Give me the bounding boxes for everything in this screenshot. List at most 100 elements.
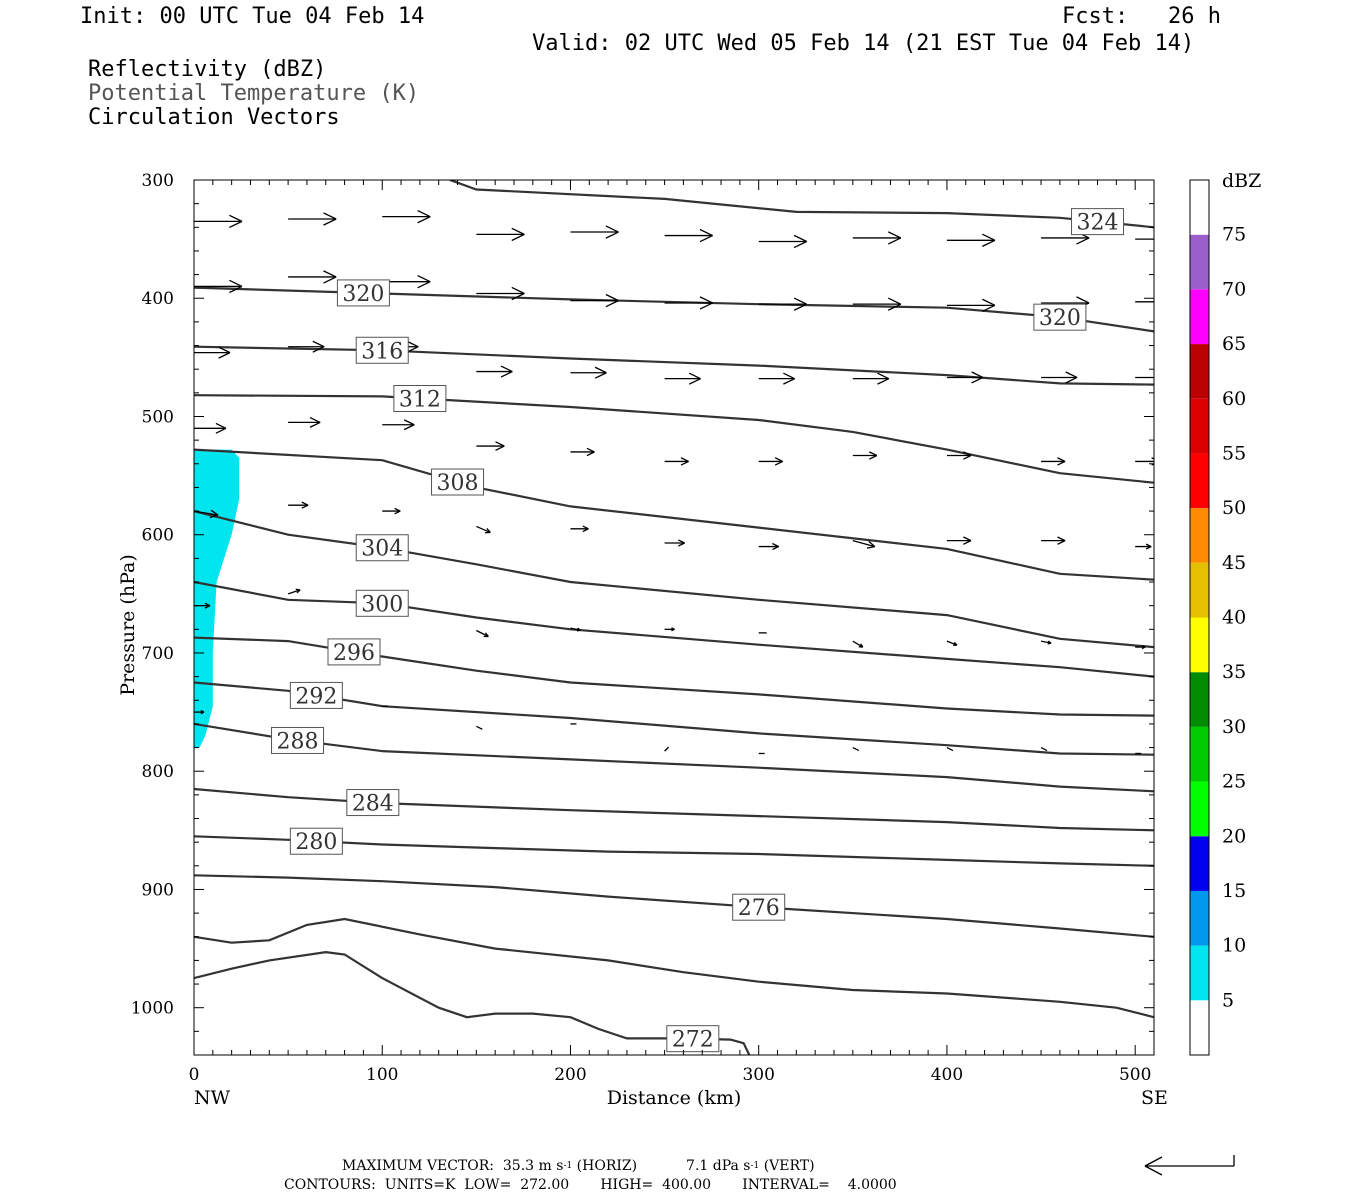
reference-vector bbox=[1144, 1155, 1235, 1176]
x-tick-label: 200 bbox=[554, 1065, 586, 1085]
isentrope-label-layer: 324 320 320 316 312 308 304 300 296 292 288 284 280 2… bbox=[271, 208, 1125, 1053]
colorbar-label: 40 bbox=[1222, 607, 1246, 629]
max-vector-label: MAXIMUM VECTOR: bbox=[342, 1158, 494, 1174]
isentrope-label-296: 296 bbox=[327, 638, 381, 666]
x-end-label-se: SE bbox=[1141, 1087, 1168, 1109]
isentrope-272 bbox=[194, 950, 751, 1055]
y-tick-label: 300 bbox=[142, 171, 174, 191]
field-potential-temperature: Potential Temperature (K) bbox=[88, 81, 420, 106]
x-tick-label: 100 bbox=[366, 1065, 398, 1085]
colorbar-frame bbox=[1189, 179, 1210, 1056]
circulation-vector bbox=[1135, 457, 1154, 466]
y-axis-label: Pressure (hPa) bbox=[117, 554, 139, 696]
colorbar-label: 65 bbox=[1222, 333, 1246, 355]
circulation-vector bbox=[664, 457, 689, 466]
circulation-vector bbox=[570, 293, 619, 308]
y-tick-label: 900 bbox=[142, 880, 174, 900]
colorbar: 5 10 15 20 25 30 35 40 45 50 55 60 65 70 75 bbox=[1189, 179, 1246, 1056]
circulation-vector bbox=[382, 419, 415, 431]
colorbar-label: 20 bbox=[1222, 825, 1246, 847]
circulation-vector bbox=[852, 746, 860, 752]
circulation-vector bbox=[382, 507, 401, 515]
circulation-vector bbox=[194, 279, 243, 294]
svg-text:304: 304 bbox=[361, 537, 403, 562]
valid-time: Valid: 02 UTC Wed 05 Feb 14 (21 EST Tue … bbox=[532, 31, 1195, 56]
circulation-vector bbox=[570, 525, 589, 533]
svg-text:284: 284 bbox=[352, 792, 394, 817]
isentrope-288 bbox=[194, 722, 1154, 793]
circulation-vector bbox=[382, 209, 431, 224]
circulation-vector bbox=[852, 297, 902, 311]
circulation-vector bbox=[476, 286, 525, 301]
colorbar-segment bbox=[1190, 180, 1209, 235]
max-vector-horiz: 35.3 m s bbox=[502, 1158, 564, 1174]
circulation-vector bbox=[570, 447, 595, 457]
circulation-vector bbox=[946, 746, 954, 752]
circulation-vector bbox=[758, 297, 807, 311]
circulation-vector bbox=[852, 540, 876, 549]
colorbar-label: 5 bbox=[1222, 989, 1234, 1011]
isentrope-label-312: 312 bbox=[393, 385, 447, 413]
y-tick-label: 700 bbox=[142, 644, 174, 664]
colorbar-label: 70 bbox=[1222, 278, 1246, 300]
reflectivity-fill bbox=[194, 449, 240, 748]
field-reflectivity: Reflectivity (dBZ) bbox=[88, 57, 327, 82]
circulation-vector bbox=[382, 275, 431, 289]
circulation-vector bbox=[758, 457, 783, 466]
colorbar-segment bbox=[1190, 508, 1209, 563]
isentrope-296 bbox=[194, 636, 1154, 717]
isentrope-label-276: 276 bbox=[732, 893, 786, 921]
isentrope-label-308: 308 bbox=[431, 468, 485, 496]
colorbar-segment bbox=[1190, 344, 1209, 399]
colorbar-segment bbox=[1190, 453, 1209, 509]
isentrope-label-324: 324 bbox=[1071, 208, 1125, 236]
circulation-vector bbox=[288, 212, 337, 226]
circulation-vector bbox=[1041, 457, 1066, 466]
svg-text:300: 300 bbox=[361, 592, 403, 617]
colorbar-segment bbox=[1190, 726, 1209, 782]
init-time: Init: 00 UTC Tue 04 Feb 14 bbox=[80, 4, 425, 29]
contours-info: CONTOURS: UNITS=K LOW= 272.00 HIGH= 400.… bbox=[284, 1177, 897, 1193]
circulation-vector bbox=[476, 365, 513, 378]
circulation-vector bbox=[758, 542, 779, 551]
circulation-vector bbox=[946, 640, 958, 647]
reflectivity-layer bbox=[194, 449, 240, 748]
max-vector-vert: 7.1 dPa s bbox=[686, 1158, 751, 1174]
y-tick-label: 600 bbox=[142, 526, 174, 546]
circulation-vector bbox=[1135, 376, 1154, 379]
svg-text:296: 296 bbox=[333, 641, 375, 666]
colorbar-label: 55 bbox=[1222, 442, 1246, 464]
isentrope-300 bbox=[194, 580, 1154, 678]
circulation-vector bbox=[758, 372, 795, 385]
isentrope-324 bbox=[449, 180, 1154, 229]
colorbar-segment bbox=[1190, 781, 1209, 837]
colorbar-segment bbox=[1190, 289, 1209, 345]
svg-text:292: 292 bbox=[295, 684, 337, 709]
colorbar-label: 30 bbox=[1222, 716, 1246, 738]
circulation-vector bbox=[1040, 640, 1052, 645]
circulation-vector bbox=[664, 627, 675, 632]
circulation-vector bbox=[758, 234, 807, 249]
circulation-vector bbox=[570, 225, 619, 239]
y-tick-label: 800 bbox=[142, 762, 174, 782]
isentrope-284 bbox=[194, 787, 1154, 832]
circulation-vector bbox=[288, 270, 337, 284]
colorbar-segment bbox=[1190, 945, 1209, 1001]
circulation-vector bbox=[476, 629, 489, 638]
circulation-vector bbox=[1040, 746, 1048, 752]
circulation-vector bbox=[476, 227, 525, 242]
colorbar-segment bbox=[1190, 1000, 1209, 1055]
colorbar-segment bbox=[1190, 398, 1209, 454]
isentrope-label-292: 292 bbox=[289, 681, 343, 709]
circulation-vector bbox=[946, 371, 984, 384]
svg-text:288: 288 bbox=[277, 729, 319, 754]
circulation-vector bbox=[194, 214, 243, 229]
circulation-vector bbox=[664, 228, 713, 243]
circulation-vector bbox=[288, 340, 325, 353]
y-tick-label: 1000 bbox=[131, 999, 174, 1019]
circulation-vector bbox=[1135, 301, 1154, 303]
colorbar-label: 35 bbox=[1222, 661, 1246, 683]
circulation-vector bbox=[476, 441, 505, 451]
colorbar-segment bbox=[1190, 562, 1209, 618]
